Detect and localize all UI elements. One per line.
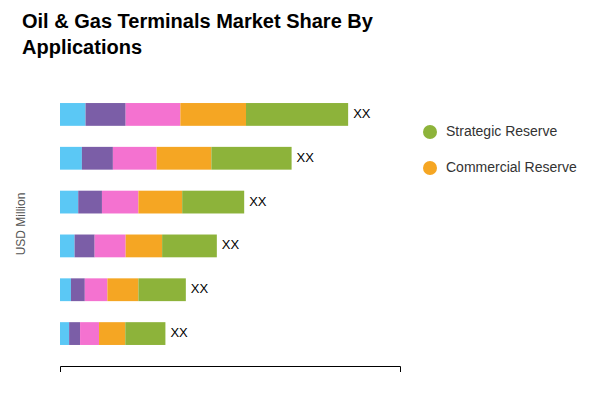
plot-area: XX XX XX XX XX XX	[60, 103, 401, 372]
bar	[162, 235, 217, 258]
bar	[60, 278, 71, 301]
bar-series	[60, 103, 86, 345]
legend-item: Commercial Reserve	[423, 159, 577, 175]
legend: Strategic Reserve Commercial Reserve	[423, 123, 577, 175]
title-line: Oil & Gas Terminals Market Share By	[22, 10, 374, 32]
title-line: Applications	[22, 36, 142, 58]
bar-annotations: XX XX XX XX XX XX	[170, 106, 370, 340]
bar	[86, 103, 126, 126]
bar-annotation: XX	[297, 150, 315, 165]
bar	[99, 322, 125, 345]
legend-swatch	[423, 161, 437, 175]
legend-label: Strategic Reserve	[446, 123, 557, 139]
bar	[182, 191, 244, 214]
bar	[60, 322, 69, 345]
bar	[246, 103, 348, 126]
bar	[60, 191, 78, 214]
bar	[82, 147, 113, 170]
bar	[75, 235, 95, 258]
bar	[126, 103, 181, 126]
bar-annotation: XX	[222, 237, 240, 252]
bar	[69, 322, 80, 345]
legend-item: Strategic Reserve	[423, 123, 557, 139]
legend-label: Commercial Reserve	[446, 159, 577, 175]
legend-swatch	[423, 125, 437, 139]
bar-annotation: XX	[249, 194, 267, 209]
bar	[138, 278, 185, 301]
bar	[78, 191, 102, 214]
chart-container: XX XX XX XX XX XX USD Million Oil & Gas Termina…	[0, 0, 600, 400]
title: Oil & Gas Terminals Market Share By Appli…	[22, 10, 374, 58]
bar	[107, 278, 138, 301]
bar-annotation: XX	[191, 281, 209, 296]
bar	[80, 322, 99, 345]
bar	[180, 103, 246, 126]
bar-series	[125, 103, 348, 345]
bar	[85, 278, 108, 301]
bar	[157, 147, 212, 170]
bar	[71, 278, 85, 301]
bar	[211, 147, 291, 170]
bar	[126, 235, 162, 258]
bar	[138, 191, 182, 214]
bar-series	[69, 103, 126, 345]
bar	[60, 103, 86, 126]
chart-svg: XX XX XX XX XX XX USD Million Oil & Gas Termina…	[0, 0, 600, 400]
axis-line	[61, 367, 401, 373]
bar-annotation: XX	[170, 325, 188, 340]
bar	[102, 191, 138, 214]
bar	[60, 235, 75, 258]
bar	[125, 322, 165, 345]
bar-annotation: XX	[353, 106, 371, 121]
y-axis-title: USD Million	[14, 193, 28, 256]
bar-series	[99, 103, 246, 345]
bar-series	[80, 103, 180, 345]
bar	[60, 147, 82, 170]
bar	[113, 147, 157, 170]
bars	[60, 103, 348, 345]
x-axis	[61, 367, 401, 373]
bar	[95, 235, 126, 258]
